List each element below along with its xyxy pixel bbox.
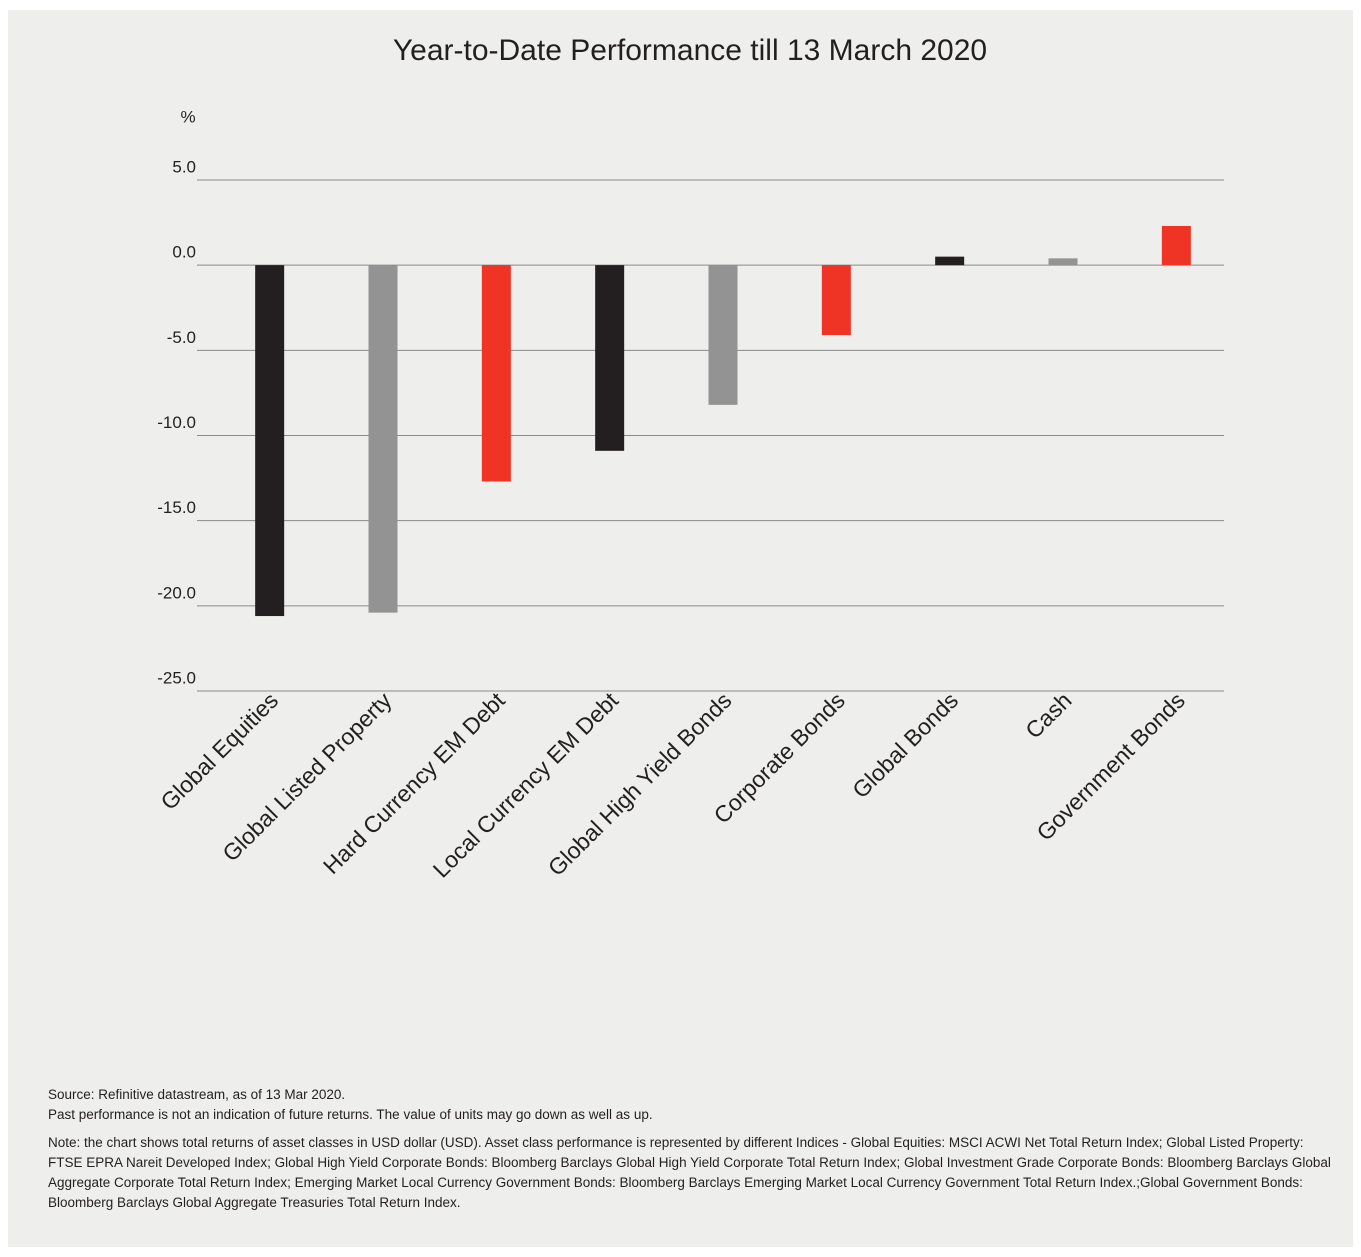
- y-tick-label: 5.0: [172, 157, 196, 176]
- x-tick-label: Global High Yield Bonds: [543, 687, 737, 881]
- bar: [821, 265, 851, 336]
- bar: [368, 265, 398, 613]
- note: Note: the chart shows total returns of a…: [48, 1135, 1331, 1210]
- bar: [935, 256, 965, 266]
- x-tick-label: Hard Currency EM Debt: [318, 687, 510, 879]
- y-tick-label: -5.0: [167, 328, 196, 347]
- chart: Year-to-Date Performance till 13 March 2…: [155, 34, 1224, 883]
- x-tick-label: Global Bonds: [847, 687, 963, 803]
- disclaimer: Past performance is not an indication of…: [48, 1107, 653, 1122]
- y-tick-label: -25.0: [157, 668, 196, 687]
- x-tick-label: Local Currency EM Debt: [428, 687, 624, 883]
- bar: [1048, 258, 1078, 266]
- chart-title: Year-to-Date Performance till 13 March 2…: [393, 34, 987, 67]
- y-tick-label: -10.0: [157, 413, 196, 432]
- x-tick-label: Cash: [1020, 687, 1076, 743]
- y-tick-label: -15.0: [157, 498, 196, 517]
- bar: [708, 265, 738, 405]
- footnotes: Source: Refinitive datastream, as of 13 …: [48, 1085, 1338, 1213]
- x-tick-label: Global Equities: [155, 687, 283, 815]
- y-tick-label: -20.0: [157, 583, 196, 602]
- bar: [595, 265, 625, 451]
- bar: [1161, 225, 1191, 266]
- panel: [8, 10, 1353, 1247]
- y-tick-label: 0.0: [172, 243, 196, 262]
- source: Source: Refinitive datastream, as of 13 …: [48, 1087, 346, 1102]
- y-axis-label: %: [180, 107, 195, 126]
- bar: [481, 265, 511, 482]
- bar: [255, 265, 285, 617]
